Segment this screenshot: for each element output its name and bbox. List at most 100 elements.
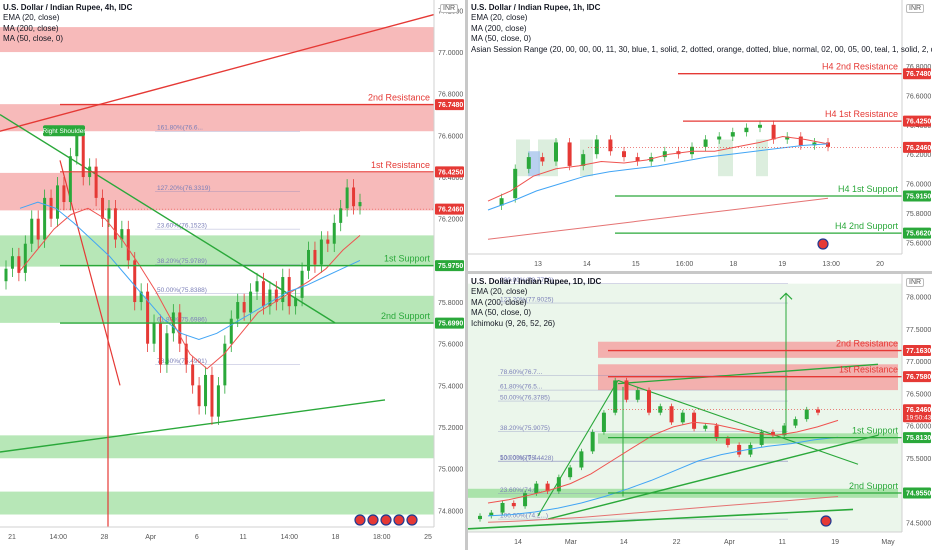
x-tick-label: 16:00 bbox=[676, 261, 694, 268]
support-zone bbox=[0, 435, 434, 459]
x-tick-label: Apr bbox=[724, 539, 736, 546]
flag-icon bbox=[380, 514, 392, 526]
candle-body bbox=[690, 146, 694, 155]
chart-1h-canvas[interactable]: H4 2nd Resistance H4 1st Resistance H4 1st… bbox=[468, 0, 932, 271]
price-badge-label: 75.9750 bbox=[438, 263, 463, 270]
time-scale bbox=[468, 532, 932, 550]
candle-body bbox=[581, 154, 586, 166]
candle-body bbox=[133, 260, 137, 303]
panel-divider-vertical[interactable] bbox=[465, 0, 468, 550]
fib-label: 100.00%(74.2...) bbox=[500, 513, 548, 520]
y-tick-label: 77.0000 bbox=[438, 50, 463, 57]
flag-icon bbox=[393, 514, 405, 526]
fib-label: 61.80%(76.5... bbox=[500, 384, 542, 391]
candle-body bbox=[184, 343, 188, 365]
x-tick-label: 14 bbox=[583, 261, 591, 268]
chart-panel-4h[interactable]: 161.80%(76.6... 127.20%(76.3319) 23.60%(76… bbox=[0, 0, 465, 550]
candle-body bbox=[17, 256, 21, 273]
trendline-support bbox=[0, 399, 386, 453]
candle-body bbox=[635, 390, 640, 400]
candle-body bbox=[94, 166, 98, 198]
annotation-tag bbox=[43, 125, 85, 137]
y-tick-label: 75.6000 bbox=[438, 342, 463, 349]
candle-body bbox=[55, 185, 59, 219]
candle-body bbox=[725, 438, 730, 445]
indicator-ema[interactable]: EMA (20, close) bbox=[3, 13, 60, 23]
candle-body bbox=[101, 197, 105, 219]
candle-body bbox=[554, 142, 558, 162]
candle-body bbox=[313, 249, 317, 265]
price-badge-label: 75.8130 bbox=[906, 435, 931, 442]
chart-1d-legend: U.S. Dollar / Indian Rupee, 1D, IDC EMA … bbox=[471, 277, 601, 329]
panel-divider-horizontal[interactable] bbox=[468, 271, 932, 274]
candle-body bbox=[210, 374, 214, 417]
chart-1d-canvas[interactable]: 200.00%(78.7700) 127.20%(77.9025) 78.60%(7… bbox=[468, 274, 932, 550]
candle-body bbox=[191, 364, 195, 386]
candle-body bbox=[249, 291, 253, 313]
candle-body bbox=[523, 493, 528, 507]
candle-body bbox=[758, 124, 762, 128]
x-tick-label: 20 bbox=[876, 261, 884, 268]
y-tick-label: 76.0000 bbox=[906, 424, 931, 431]
trendline-neckline bbox=[0, 113, 336, 324]
indicator-ma50[interactable]: MA (50, close, 0) bbox=[3, 34, 64, 44]
price-badge bbox=[903, 141, 931, 153]
y-tick-label: 75.8000 bbox=[906, 211, 931, 218]
price-badge bbox=[903, 487, 931, 499]
candle-body bbox=[332, 222, 336, 244]
candle-body bbox=[23, 243, 27, 273]
candle-body bbox=[579, 451, 584, 468]
ema-line bbox=[19, 207, 361, 370]
fib-label: 127.20%(76.3319) bbox=[157, 185, 211, 192]
indicator-ema[interactable]: EMA (20, close) bbox=[471, 13, 528, 23]
candle-body bbox=[300, 270, 304, 298]
chart-4h-canvas[interactable]: 161.80%(76.6... 127.20%(76.3319) 23.60%(76… bbox=[0, 0, 465, 550]
x-tick-label: 14:00 bbox=[49, 534, 67, 541]
candle-body bbox=[669, 406, 674, 423]
session-box bbox=[718, 139, 733, 177]
flag-icon bbox=[367, 514, 379, 526]
indicator-ema[interactable]: EMA (20, close) bbox=[471, 287, 528, 297]
candle-body bbox=[158, 322, 162, 365]
candle-body bbox=[513, 168, 518, 199]
candle-body bbox=[590, 432, 595, 452]
x-tick-label: 28 bbox=[101, 534, 109, 541]
resistance-label: H4 2nd Resistance bbox=[822, 62, 898, 72]
resistance-label: 1st Resistance bbox=[839, 365, 898, 375]
session-box bbox=[516, 139, 530, 177]
indicator-ma200[interactable]: MA (200, close) bbox=[471, 297, 527, 307]
candle-body bbox=[489, 512, 494, 516]
trendline-base bbox=[468, 508, 854, 530]
chart-panel-1h[interactable]: H4 2nd Resistance H4 1st Resistance H4 1st… bbox=[468, 0, 932, 271]
time-scale bbox=[468, 254, 932, 271]
y-tick-label: 76.0000 bbox=[906, 182, 931, 189]
chart-panel-1d[interactable]: 200.00%(78.7700) 127.20%(77.9025) 78.60%(7… bbox=[468, 274, 932, 550]
price-badge bbox=[903, 227, 931, 239]
candle-body bbox=[500, 502, 505, 513]
candle-body bbox=[326, 239, 330, 244]
y-tick-label: 76.6000 bbox=[438, 133, 463, 140]
indicator-ma200[interactable]: MA (200, close) bbox=[3, 23, 59, 33]
indicator-ma50[interactable]: MA (50, close, 0) bbox=[471, 34, 532, 44]
price-badge-label: 75.9150 bbox=[906, 194, 931, 201]
price-badge-label: 76.4250 bbox=[438, 169, 463, 176]
price-badge-label: 76.2460 bbox=[906, 145, 931, 152]
candle-body bbox=[146, 291, 150, 344]
y-tick-label: 74.5000 bbox=[906, 520, 931, 527]
target-arrow-icon bbox=[779, 292, 793, 300]
x-tick-label: 25 bbox=[424, 534, 432, 541]
indicator-ma200[interactable]: MA (200, close) bbox=[471, 23, 527, 33]
indicator-ma50[interactable]: MA (50, close, 0) bbox=[471, 308, 532, 318]
currency-badge: INR bbox=[440, 4, 459, 13]
fib-label: 23.60%(74.6... bbox=[500, 487, 542, 494]
flag-icon bbox=[354, 514, 366, 526]
y-tick-label: 74.8000 bbox=[438, 508, 463, 515]
ma200-line bbox=[487, 197, 829, 240]
flag-icon bbox=[820, 515, 832, 527]
indicator-ichimoku[interactable]: Ichimoku (9, 26, 52, 26) bbox=[471, 318, 556, 328]
candle-body bbox=[703, 139, 708, 147]
candle-body bbox=[197, 385, 201, 407]
support-zone bbox=[0, 295, 434, 323]
ma200-line bbox=[487, 496, 839, 523]
indicator-asian-session[interactable]: Asian Session Range (20, 00, 00, 00, 11,… bbox=[471, 44, 932, 54]
